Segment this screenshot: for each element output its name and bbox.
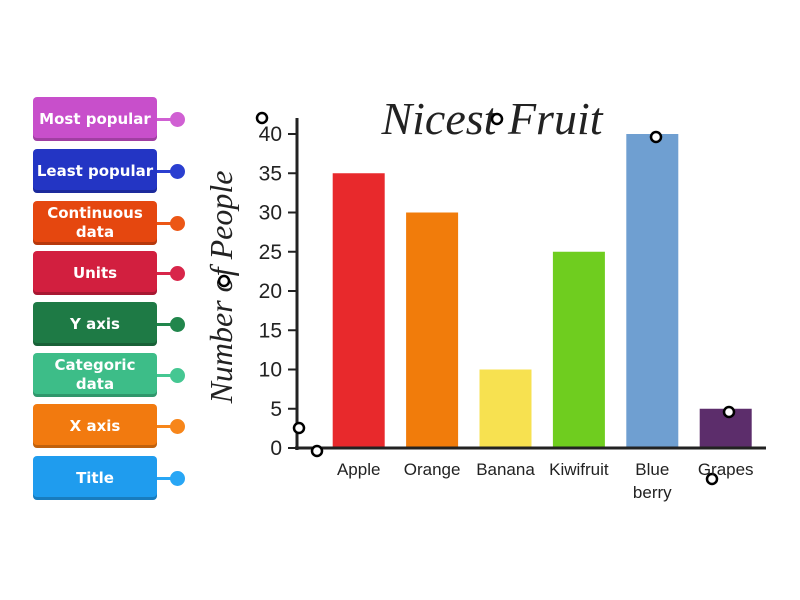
y-tick-label: 20 (259, 280, 282, 303)
label-button[interactable]: X axis (33, 404, 157, 448)
wire (157, 425, 177, 428)
wire (157, 374, 177, 377)
y-tick-label: 10 (259, 359, 282, 382)
x-tick-label: Banana (476, 460, 535, 479)
y-axis-label: Number of People (203, 171, 239, 405)
label-button[interactable]: Categoric data (33, 353, 157, 397)
y-tick-label: 5 (270, 398, 282, 421)
bar (332, 173, 385, 448)
bar (626, 134, 679, 448)
label-button[interactable]: Continuous data (33, 201, 157, 245)
chart-title: Nicest Fruit (380, 93, 603, 144)
x-tick-label: Blue berry (632, 460, 672, 502)
y-tick-label: 0 (270, 437, 282, 460)
pin (170, 112, 185, 127)
pin (170, 471, 185, 486)
label-button[interactable]: Title (33, 456, 157, 500)
pin (170, 419, 185, 434)
bar (406, 212, 459, 448)
label-button[interactable]: Least popular (33, 149, 157, 193)
y-tick-label: 30 (259, 202, 282, 225)
bar (699, 408, 752, 448)
x-tick-label: Orange (403, 460, 461, 479)
wire (157, 222, 177, 225)
x-tick-label: Kiwifruit (549, 460, 609, 479)
pin (170, 266, 185, 281)
pin (170, 164, 185, 179)
wire (157, 118, 177, 121)
y-tick-label: 15 (259, 319, 282, 342)
wire (157, 272, 177, 275)
wire (157, 170, 177, 173)
pin (170, 368, 185, 383)
x-tick-label: Grapes (697, 460, 754, 479)
x-tick-label: Apple (336, 460, 381, 479)
wire (157, 477, 177, 480)
pin (170, 216, 185, 231)
label-button[interactable]: Units (33, 251, 157, 295)
y-tick-label: 35 (259, 162, 282, 185)
pin (170, 317, 185, 332)
wire (157, 323, 177, 326)
bar (552, 251, 605, 448)
y-tick-label: 40 (259, 123, 282, 146)
bar (479, 369, 532, 448)
label-button[interactable]: Most popular (33, 97, 157, 141)
label-button[interactable]: Y axis (33, 302, 157, 346)
y-tick-label: 25 (259, 241, 282, 264)
